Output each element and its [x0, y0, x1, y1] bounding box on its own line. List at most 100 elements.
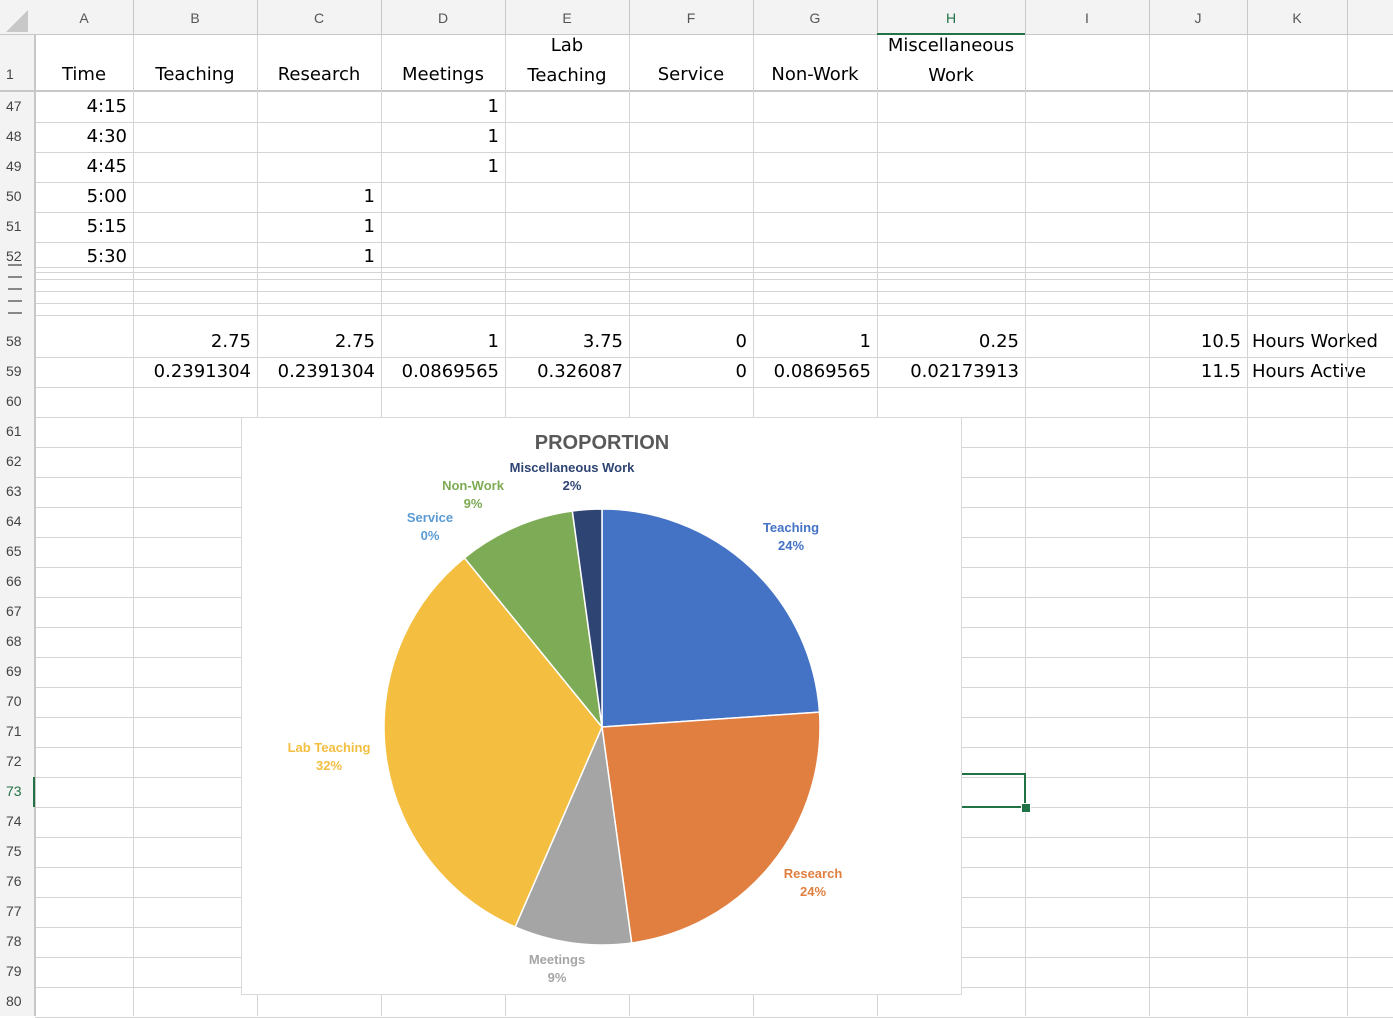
row-header-61[interactable]: 61 — [6, 423, 22, 439]
row-header-77[interactable]: 77 — [6, 903, 22, 919]
fill-handle[interactable] — [1021, 803, 1031, 813]
cell-a51[interactable]: 5:15 — [86, 216, 127, 237]
cell-a47[interactable]: 4:15 — [86, 96, 127, 117]
row-header-80[interactable]: 80 — [6, 993, 22, 1009]
header-cell-c[interactable]: Research — [277, 64, 361, 85]
column-header-divider — [1347, 0, 1348, 35]
cell-e58[interactable]: 3.75 — [582, 331, 623, 352]
column-header-d[interactable]: D — [437, 10, 449, 26]
header-cell-g[interactable]: Non-Work — [771, 64, 859, 85]
row-header-48[interactable]: 48 — [6, 128, 22, 144]
cell-h59[interactable]: 0.02173913 — [910, 361, 1019, 382]
cell-a49[interactable]: 4:45 — [86, 156, 127, 177]
select-all-corner[interactable] — [6, 10, 28, 32]
cell-k58[interactable]: Hours Worked — [1252, 331, 1378, 352]
row-header-64[interactable]: 64 — [6, 513, 22, 529]
column-header-b[interactable]: B — [190, 10, 200, 26]
collapsed-row-line — [35, 279, 1393, 280]
header-cell-h[interactable]: Work — [928, 65, 974, 86]
column-header-g[interactable]: G — [809, 10, 821, 26]
cell-g59[interactable]: 0.0869565 — [773, 361, 871, 382]
column-header-k[interactable]: K — [1292, 10, 1302, 26]
row-header-65[interactable]: 65 — [6, 543, 22, 559]
pie-slice-lab-teaching[interactable] — [383, 556, 603, 928]
row-header-63[interactable]: 63 — [6, 483, 22, 499]
pie-data-label-research: Research — [784, 866, 843, 881]
cell-d58[interactable]: 1 — [487, 331, 499, 352]
row-header-76[interactable]: 76 — [6, 873, 22, 889]
row-header-78[interactable]: 78 — [6, 933, 22, 949]
pie-data-label-teaching-percent: 24% — [778, 538, 804, 553]
cell-h58[interactable]: 0.25 — [978, 331, 1019, 352]
header-cell-h[interactable]: Miscellaneous — [887, 35, 1015, 56]
row-header-52[interactable]: 52 — [6, 248, 22, 264]
column-header-divider — [877, 0, 878, 35]
row-header-72[interactable]: 72 — [6, 753, 22, 769]
collapsed-row-line — [35, 303, 1393, 304]
column-header-i[interactable]: I — [1085, 10, 1089, 26]
pie-slice-non-work[interactable] — [463, 510, 604, 730]
cell-g58[interactable]: 1 — [859, 331, 871, 352]
row-header-59[interactable]: 59 — [6, 363, 22, 379]
column-header-a[interactable]: A — [79, 10, 89, 26]
cell-e59[interactable]: 0.326087 — [537, 361, 623, 382]
cell-d49[interactable]: 1 — [487, 156, 499, 177]
cell-c59[interactable]: 0.2391304 — [277, 361, 375, 382]
column-header-h[interactable]: H — [877, 10, 1025, 35]
cell-c50[interactable]: 1 — [363, 186, 375, 207]
cell-a48[interactable]: 4:30 — [86, 126, 127, 147]
cell-d47[interactable]: 1 — [487, 96, 499, 117]
cell-d59[interactable]: 0.0869565 — [401, 361, 499, 382]
column-header-c[interactable]: C — [313, 10, 325, 26]
row-header-71[interactable]: 71 — [6, 723, 22, 739]
row-header-60[interactable]: 60 — [6, 393, 22, 409]
cell-c52[interactable]: 1 — [363, 246, 375, 267]
row-header-51[interactable]: 51 — [6, 218, 22, 234]
column-header-j[interactable]: J — [1194, 10, 1202, 26]
cell-f58[interactable]: 0 — [735, 331, 747, 352]
cell-a52[interactable]: 5:30 — [86, 246, 127, 267]
header-cell-d[interactable]: Meetings — [402, 64, 484, 85]
row-header-66[interactable]: 66 — [6, 573, 22, 589]
pie-slice-teaching[interactable] — [601, 508, 821, 728]
pie-slice-research[interactable] — [601, 711, 821, 944]
cell-d48[interactable]: 1 — [487, 126, 499, 147]
pie-slice-meetings[interactable] — [514, 724, 633, 946]
pie-data-label-non-work-percent: 9% — [464, 496, 483, 511]
cell-c51[interactable]: 1 — [363, 216, 375, 237]
header-cell-e[interactable]: Teaching — [527, 65, 607, 86]
row-header-68[interactable]: 68 — [6, 633, 22, 649]
column-header-f[interactable]: F — [686, 10, 696, 26]
row-header-47[interactable]: 47 — [6, 98, 22, 114]
cell-b59[interactable]: 0.2391304 — [153, 361, 251, 382]
cell-b58[interactable]: 2.75 — [210, 331, 251, 352]
row-header-79[interactable]: 79 — [6, 963, 22, 979]
row-header-58[interactable]: 58 — [6, 333, 22, 349]
cell-j59[interactable]: 11.5 — [1200, 361, 1241, 382]
row-header-70[interactable]: 70 — [6, 693, 22, 709]
row-header-49[interactable]: 49 — [6, 158, 22, 174]
cell-f59[interactable]: 0 — [735, 361, 747, 382]
row-header-69[interactable]: 69 — [6, 663, 22, 679]
column-header-divider — [1247, 0, 1248, 35]
cell-c58[interactable]: 2.75 — [334, 331, 375, 352]
cell-j58[interactable]: 10.5 — [1200, 331, 1241, 352]
row-header-67[interactable]: 67 — [6, 603, 22, 619]
header-row-bottom — [0, 90, 1393, 92]
header-cell-f[interactable]: Service — [657, 64, 725, 85]
row-header-74[interactable]: 74 — [6, 813, 22, 829]
header-cell-e[interactable]: Lab — [550, 35, 584, 56]
cell-k59[interactable]: Hours Active — [1252, 361, 1367, 382]
row-header-73[interactable]: 73 — [6, 783, 22, 799]
row-header-50[interactable]: 50 — [6, 188, 22, 204]
row-header-1[interactable]: 1 — [6, 66, 14, 82]
pie-slice-miscellaneous-work[interactable] — [571, 508, 603, 728]
header-cell-b[interactable]: Teaching — [155, 64, 235, 85]
row-header-62[interactable]: 62 — [6, 453, 22, 469]
cell-a50[interactable]: 5:00 — [86, 186, 127, 207]
column-header-divider — [1025, 0, 1026, 35]
row-header-75[interactable]: 75 — [6, 843, 22, 859]
header-cell-a[interactable]: Time — [61, 64, 107, 85]
column-header-e[interactable]: E — [562, 10, 572, 26]
pie-chart[interactable]: PROPORTION Teaching 24% Research 24% Meetings… — [241, 417, 962, 995]
